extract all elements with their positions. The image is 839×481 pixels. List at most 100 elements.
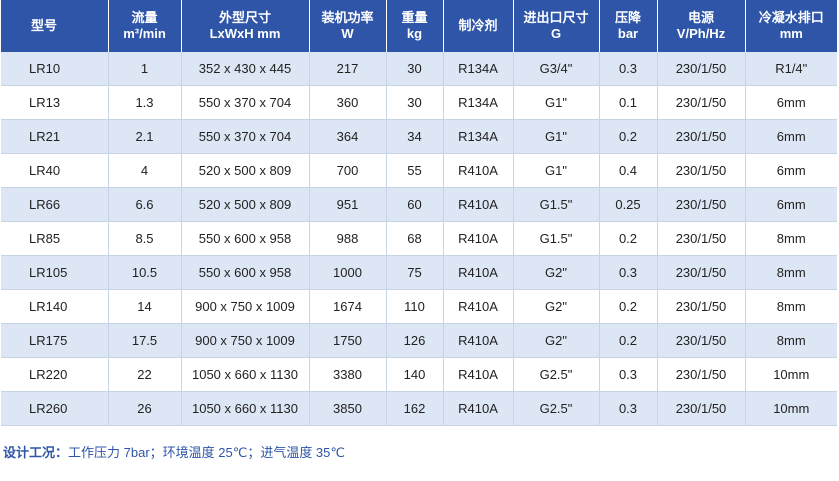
table-cell: 8mm: [745, 289, 837, 324]
column-header-unit: kg: [406, 26, 423, 41]
table-row: LR10 1 352 x 430 x 445 217 30 R134A G3/4" 0.3 23…: [1, 52, 837, 86]
table-cell: LR40: [1, 153, 109, 188]
table-cell: G2": [513, 289, 600, 324]
table-cell: 3850: [309, 391, 387, 426]
table-cell: G1.5": [513, 221, 600, 256]
table-cell: 1: [108, 52, 182, 86]
table-cell: 0.3: [599, 52, 658, 86]
table-cell: 1000: [309, 255, 387, 290]
table-cell: 1674: [309, 289, 387, 324]
column-header-name: 冷凝水排口: [758, 10, 824, 25]
column-header-unit: V/Ph/Hz: [676, 26, 726, 41]
table-cell: 22: [108, 357, 182, 392]
table-cell: 550 x 600 x 958: [181, 221, 310, 256]
column-header-name: 进出口尺寸: [523, 10, 589, 25]
table-cell: 230/1/50: [657, 85, 746, 120]
table-row: LR40 4 520 x 500 x 809 700 55 R410A G1" 0.4 230/…: [1, 153, 837, 188]
table-cell: 352 x 430 x 445: [181, 52, 310, 86]
table-cell: 364: [309, 119, 387, 154]
table-cell: 988: [309, 221, 387, 256]
column-header-unit: LxWxH mm: [209, 26, 281, 41]
table-cell: LR140: [1, 289, 109, 324]
column-header: 型号: [1, 0, 109, 52]
table-cell: 230/1/50: [657, 255, 746, 290]
table-cell: 520 x 500 x 809: [181, 153, 310, 188]
table-cell: 900 x 750 x 1009: [181, 323, 310, 358]
table-row: LR140 14 900 x 750 x 1009 1674 110 R410A G2" 0.…: [1, 289, 837, 324]
table-cell: 55: [386, 153, 444, 188]
table-cell: 0.3: [599, 357, 658, 392]
table-cell: 140: [386, 357, 444, 392]
table-cell: 0.4: [599, 153, 658, 188]
table-row: LR220 22 1050 x 660 x 1130 3380 140 R410A G2.5…: [1, 357, 837, 392]
table-cell: 0.3: [599, 391, 658, 426]
table-cell: R410A: [443, 187, 514, 222]
column-header-unit: G: [550, 26, 562, 41]
column-header-unit: bar: [617, 26, 639, 41]
table-cell: R410A: [443, 289, 514, 324]
column-header-name: 电源: [687, 10, 714, 25]
table-cell: LR220: [1, 357, 109, 392]
column-header-name: 装机功率: [321, 10, 374, 25]
table-cell: G1": [513, 119, 600, 154]
table-row: LR105 10.5 550 x 600 x 958 1000 75 R410A G2" 0.…: [1, 255, 837, 290]
table-cell: G2.5": [513, 391, 600, 426]
column-header: 制冷剂: [443, 0, 514, 52]
column-header-name: 流量: [131, 10, 158, 25]
table-cell: 1.3: [108, 85, 182, 120]
table-cell: 30: [386, 85, 444, 120]
table-cell: 6.6: [108, 187, 182, 222]
table-cell: 17.5: [108, 323, 182, 358]
table-cell: R1/4": [745, 52, 837, 86]
table-cell: 0.2: [599, 221, 658, 256]
table-cell: 230/1/50: [657, 221, 746, 256]
table-row: LR260 26 1050 x 660 x 1130 3850 162 R410A G2.5…: [1, 391, 837, 426]
table-cell: 8mm: [745, 255, 837, 290]
table-cell: 230/1/50: [657, 357, 746, 392]
table-cell: 951: [309, 187, 387, 222]
table-cell: 14: [108, 289, 182, 324]
table-cell: 6mm: [745, 85, 837, 120]
table-cell: LR10: [1, 52, 109, 86]
table-cell: G2.5": [513, 357, 600, 392]
table-row: LR175 17.5 900 x 750 x 1009 1750 126 R410A G2"…: [1, 323, 837, 358]
column-header: 重量 kg: [386, 0, 444, 52]
table-cell: R410A: [443, 255, 514, 290]
column-header-name: 外型尺寸: [218, 10, 271, 25]
table-cell: LR13: [1, 85, 109, 120]
table-cell: 230/1/50: [657, 323, 746, 358]
design-conditions-note: 设计工况：工作压力 7bar；环境温度 25℃；进气温度 35℃: [3, 444, 345, 462]
column-header-unit: m³/min: [123, 26, 166, 41]
table-cell: LR21: [1, 119, 109, 154]
table-cell: 10mm: [745, 391, 837, 426]
table-cell: 34: [386, 119, 444, 154]
column-header-unit: W: [341, 26, 354, 41]
column-header: 流量 m³/min: [108, 0, 182, 52]
table-header: 型号 流量 m³/min 外型尺寸 LxWxH mm 装机功率 W 重量 kg 制冷剂 进出口尺寸 G…: [1, 0, 837, 52]
table-cell: LR260: [1, 391, 109, 426]
table-cell: 900 x 750 x 1009: [181, 289, 310, 324]
table-cell: 230/1/50: [657, 119, 746, 154]
table-cell: 162: [386, 391, 444, 426]
column-header: 装机功率 W: [309, 0, 387, 52]
table-cell: R134A: [443, 52, 514, 86]
table-cell: LR105: [1, 255, 109, 290]
table-cell: 1750: [309, 323, 387, 358]
table-cell: 3380: [309, 357, 387, 392]
table-cell: 8mm: [745, 323, 837, 358]
table-cell: 230/1/50: [657, 153, 746, 188]
column-header-name: 型号: [31, 18, 58, 33]
column-header-name: 重量: [401, 10, 428, 25]
table-cell: 230/1/50: [657, 289, 746, 324]
table-cell: R410A: [443, 323, 514, 358]
table-cell: 217: [309, 52, 387, 86]
table-cell: 10mm: [745, 357, 837, 392]
table-cell: 230/1/50: [657, 187, 746, 222]
table-cell: 0.3: [599, 255, 658, 290]
table-cell: G1": [513, 153, 600, 188]
table-cell: 110: [386, 289, 444, 324]
table-cell: 230/1/50: [657, 391, 746, 426]
table-cell: 26: [108, 391, 182, 426]
table-cell: G2": [513, 323, 600, 358]
column-header: 电源 V/Ph/Hz: [657, 0, 746, 52]
